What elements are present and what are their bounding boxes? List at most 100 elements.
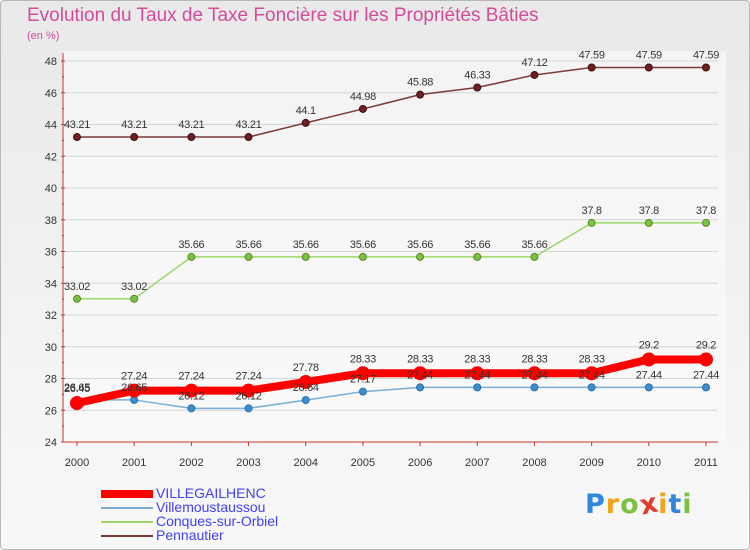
data-point xyxy=(527,366,542,381)
data-point xyxy=(244,133,253,142)
legend-label-pennautier: Pennautier xyxy=(156,527,224,543)
data-point xyxy=(530,383,539,392)
plot-background xyxy=(63,51,726,442)
data-point xyxy=(301,118,310,127)
data-label: 43.21 xyxy=(178,119,204,131)
data-label: 35.66 xyxy=(293,239,319,251)
data-label: 37.8 xyxy=(696,205,716,217)
data-point xyxy=(644,383,653,392)
data-label: 35.66 xyxy=(521,239,547,251)
data-label: 33.02 xyxy=(64,281,90,293)
x-tick-label: 2008 xyxy=(522,457,546,469)
data-label: 46.33 xyxy=(464,70,490,82)
x-tick-label: 2002 xyxy=(179,457,203,469)
data-point xyxy=(473,383,482,392)
data-label: 43.21 xyxy=(64,119,90,131)
x-tick-label: 2007 xyxy=(465,457,489,469)
data-point xyxy=(416,90,425,99)
y-tick-label: 24 xyxy=(45,437,57,449)
data-label: 27.17 xyxy=(350,374,376,386)
data-label: 26.12 xyxy=(178,390,204,402)
data-label: 35.66 xyxy=(464,239,490,251)
y-tick-label: 26 xyxy=(45,405,57,417)
data-label: 37.8 xyxy=(582,205,602,217)
legend-label-conques-sur-orbiel: Conques-sur-Orbiel xyxy=(156,513,279,529)
x-tick-label: 2005 xyxy=(351,457,375,469)
data-point xyxy=(298,374,313,389)
data-label: 26.65 xyxy=(64,382,90,394)
data-label: 27.44 xyxy=(407,369,433,381)
data-label: 28.33 xyxy=(521,353,547,365)
data-point xyxy=(184,383,199,398)
data-point xyxy=(587,383,596,392)
data-point xyxy=(702,383,710,392)
y-tick-label: 48 xyxy=(45,56,57,68)
data-label: 47.59 xyxy=(579,50,605,62)
data-point xyxy=(416,252,425,261)
data-point xyxy=(699,352,713,367)
data-point xyxy=(241,383,256,398)
y-tick-label: 44 xyxy=(45,120,57,132)
data-label: 47.12 xyxy=(521,57,547,69)
data-label: 44.1 xyxy=(296,105,316,117)
grid-layer xyxy=(63,51,726,443)
y-tick-label: 42 xyxy=(45,151,57,163)
data-point xyxy=(187,404,196,413)
data-point xyxy=(301,252,310,261)
logo-letter: r xyxy=(605,489,621,520)
y-tick-label: 34 xyxy=(45,278,57,290)
data-label: 27.78 xyxy=(293,362,319,374)
data-label: 29.2 xyxy=(639,339,659,351)
data-point xyxy=(127,383,142,398)
legend-swatch-pennautier xyxy=(101,535,153,537)
logo-letter: t xyxy=(668,489,683,520)
x-tick-label: 2006 xyxy=(408,457,432,469)
data-label: 28.33 xyxy=(579,353,605,365)
x-tick-label: 2001 xyxy=(122,457,146,469)
x-tick-label: 2011 xyxy=(694,457,718,469)
data-label: 27.44 xyxy=(579,369,605,381)
series-line-0 xyxy=(73,355,710,408)
legend-swatch-villegailhenc xyxy=(101,490,153,498)
chart-subtitle: (en %) xyxy=(27,30,60,42)
data-label: 28.33 xyxy=(350,353,376,365)
data-label: 45.88 xyxy=(407,77,433,89)
data-point xyxy=(73,133,81,142)
x-tick-label: 2004 xyxy=(293,457,317,469)
data-label: 35.66 xyxy=(178,239,204,251)
data-point xyxy=(702,63,710,72)
data-label: 26.12 xyxy=(236,390,262,402)
data-point xyxy=(187,133,196,142)
data-point xyxy=(358,252,367,261)
data-point xyxy=(587,63,596,72)
data-label: 37.8 xyxy=(639,205,659,217)
y-tick-label: 36 xyxy=(45,247,57,259)
logo-letter: i xyxy=(682,489,693,520)
chart-title: Evolution du Taux de Taxe Foncière sur l… xyxy=(27,5,539,26)
y-tick-label: 38 xyxy=(45,215,57,227)
data-point xyxy=(70,396,84,411)
data-point xyxy=(413,366,428,381)
data-label: 47.59 xyxy=(636,50,662,62)
data-label: 27.24 xyxy=(121,371,147,383)
data-point xyxy=(355,366,370,381)
data-label: 27.44 xyxy=(464,369,490,381)
legend-label-villemoustaussou: Villemoustaussou xyxy=(156,499,266,515)
data-point xyxy=(644,63,653,72)
y-tick-label: 32 xyxy=(45,310,57,322)
data-label: 26.65 xyxy=(121,382,147,394)
data-point xyxy=(470,366,485,381)
legend-swatch-villemoustaussou xyxy=(101,507,153,509)
data-label: 35.66 xyxy=(407,239,433,251)
y-tick-label: 46 xyxy=(45,88,57,100)
data-point xyxy=(187,252,196,261)
data-point xyxy=(358,104,367,113)
data-label: 27.24 xyxy=(178,371,204,383)
y-tick-label: 40 xyxy=(45,183,57,195)
data-point xyxy=(530,70,539,79)
y-tick-label: 30 xyxy=(45,342,57,354)
data-point xyxy=(702,218,710,227)
data-point xyxy=(584,366,599,381)
data-label: 27.24 xyxy=(236,371,262,383)
series-line-2 xyxy=(76,222,707,300)
